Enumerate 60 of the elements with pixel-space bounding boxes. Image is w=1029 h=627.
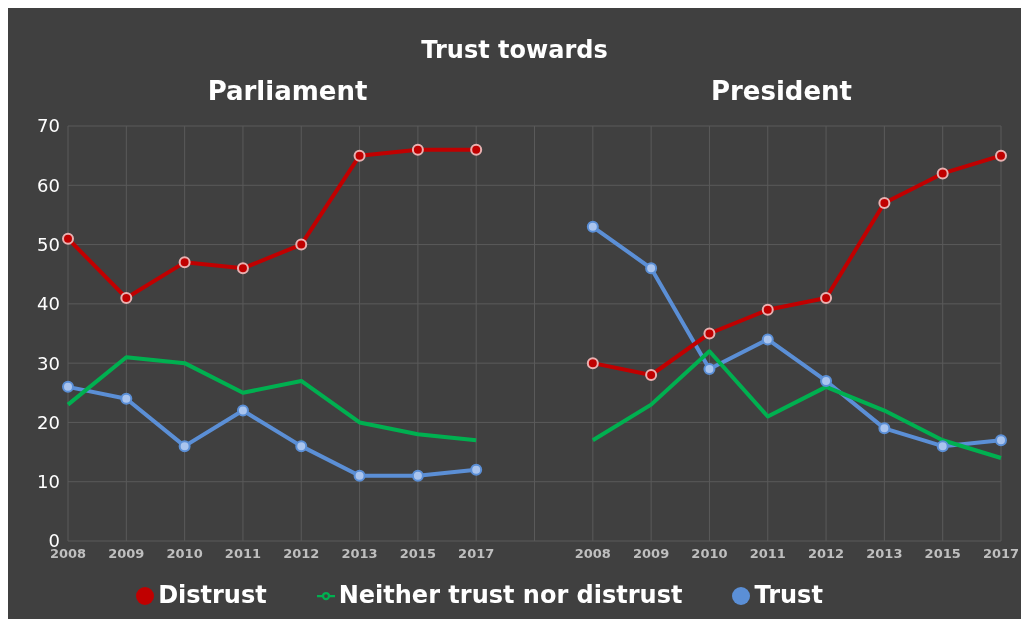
point <box>878 197 891 210</box>
point <box>470 143 483 156</box>
point <box>295 238 308 251</box>
text: President <box>709 76 853 106</box>
point <box>178 256 191 269</box>
legend-label: Neither trust nor distrust <box>338 581 683 609</box>
chart-title: Trust towards <box>420 36 609 64</box>
point <box>878 422 891 435</box>
y-tick-label: 40 <box>37 293 60 315</box>
point <box>236 262 249 275</box>
y-tick-label: 10 <box>37 471 60 493</box>
text: Parliament <box>206 76 369 106</box>
y-tick-label: 50 <box>37 233 60 255</box>
point <box>645 262 658 275</box>
x-tick-label: 2015 <box>399 546 436 562</box>
point <box>761 333 774 346</box>
point <box>820 374 833 387</box>
legend-label: Distrust <box>158 581 267 609</box>
point <box>120 291 133 304</box>
x-tick-label: 2013 <box>866 546 903 562</box>
point <box>295 440 308 453</box>
y-tick-label: 60 <box>37 174 60 196</box>
x-tick-label: 2015 <box>924 546 961 562</box>
point <box>411 469 424 482</box>
point <box>62 380 74 393</box>
x-tick-label: 2012 <box>807 546 845 562</box>
x-tick-label: 2008 <box>574 546 611 562</box>
x-tick-label: 2011 <box>749 546 786 562</box>
x-tick-label: 2010 <box>166 546 203 562</box>
point <box>353 469 366 482</box>
point <box>995 434 1007 447</box>
point <box>936 167 949 180</box>
y-tick-label: 70 <box>37 115 60 137</box>
point <box>703 327 716 340</box>
x-tick-label: 2011 <box>224 546 262 562</box>
y-tick-label: 30 <box>37 352 60 374</box>
x-tick-label: 2017 <box>458 546 495 562</box>
x-tick-label: 2010 <box>691 546 728 562</box>
point <box>995 149 1007 162</box>
x-tick-label: 2009 <box>633 546 670 562</box>
x-tick-label: 2009 <box>108 546 145 562</box>
x-tick-label: 2017 <box>982 546 1020 562</box>
x-tick-label: 2012 <box>283 546 320 562</box>
point <box>120 392 133 405</box>
point <box>62 232 74 245</box>
y-tick-label: 20 <box>37 411 60 433</box>
point <box>703 363 716 376</box>
point <box>761 303 774 316</box>
point <box>586 357 599 370</box>
point <box>236 404 249 417</box>
point <box>353 149 366 162</box>
legend-label: Trust <box>754 581 823 609</box>
point <box>470 463 483 476</box>
x-tick-label: 2013 <box>341 546 378 562</box>
point <box>178 440 191 453</box>
point <box>586 220 599 233</box>
point <box>820 291 833 304</box>
point <box>936 440 949 453</box>
point <box>645 369 658 381</box>
point <box>411 143 424 156</box>
